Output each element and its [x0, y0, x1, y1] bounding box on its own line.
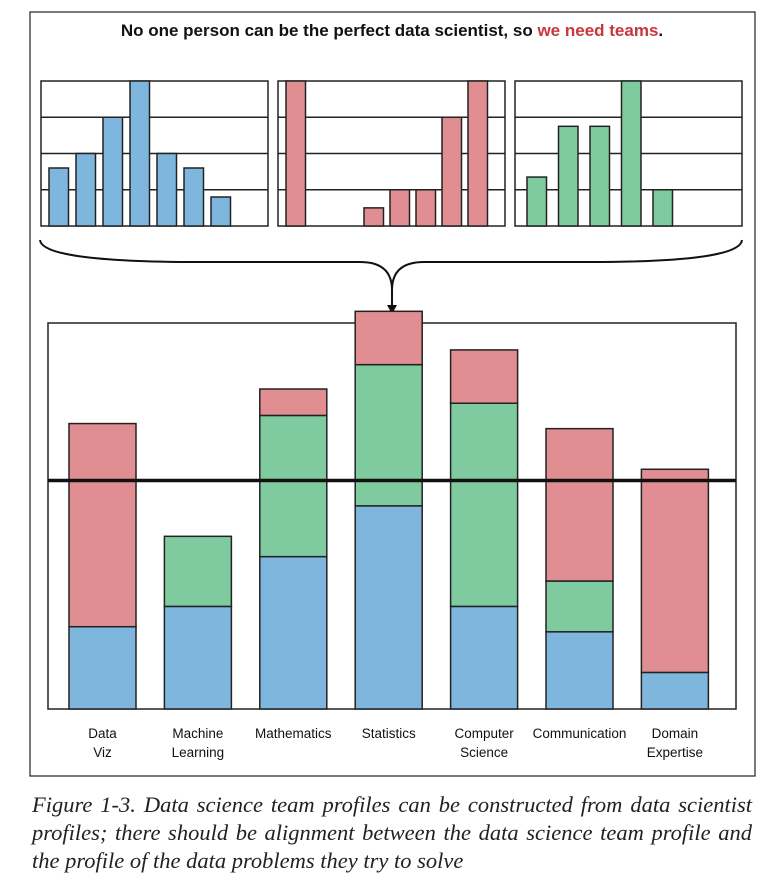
title-prefix: No one person can be the perfect data sc…: [121, 21, 538, 40]
profile-bar: [467, 80, 489, 227]
combine-brace: [39, 239, 743, 291]
team-bar-segment: [68, 422, 137, 628]
title-highlight: we need teams: [536, 21, 658, 40]
team-bar-segment: [354, 310, 423, 366]
category-label: Mathematics: [255, 726, 332, 741]
title-suffix: .: [658, 21, 663, 40]
figure-title: No one person can be the perfect data sc…: [121, 21, 663, 40]
team-bar-segment: [68, 625, 137, 710]
team-bar-segment: [545, 631, 614, 710]
category-label: Domain Expertise: [647, 726, 703, 760]
profile-bar: [557, 125, 579, 227]
profile-bar: [102, 116, 124, 227]
profile-bar: [652, 189, 674, 227]
team-bar-segment: [449, 605, 519, 710]
team-bar-segment: [259, 388, 328, 417]
profile-bar: [363, 207, 385, 227]
team-bar-segment: [259, 414, 328, 558]
team-profile-panel: Data Viz Machine Learning Mathematics Statist…: [47, 310, 737, 760]
figure-caption: Figure 1-3. Data science team profiles c…: [32, 792, 752, 873]
profile-bar: [183, 167, 205, 227]
category-label: Computer Science: [454, 726, 514, 760]
profile-bar: [441, 116, 463, 227]
team-bar-segment: [640, 671, 710, 710]
category-label: Machine Learning: [172, 726, 225, 760]
profile-bar: [620, 80, 642, 227]
category-label: Data Viz: [88, 726, 117, 760]
team-bar-segment: [449, 402, 519, 608]
profile-bar: [210, 196, 232, 227]
profile-bar: [48, 167, 70, 227]
combine-arrow-head: [387, 305, 397, 314]
team-bar-segment: [163, 535, 233, 608]
profile-bar: [389, 189, 411, 227]
team-bar-segment: [640, 468, 710, 674]
profile-bar: [589, 125, 611, 227]
profile-bar: [75, 152, 97, 227]
profile-bar: [285, 80, 307, 227]
team-bar-segment: [354, 363, 423, 507]
team-bar-segment: [259, 555, 328, 710]
team-bar-segment: [163, 605, 233, 710]
team-bar-segment: [545, 580, 614, 633]
profile-panel-2: [277, 80, 506, 227]
profile-bar: [415, 189, 437, 227]
profile-panel-3: [514, 80, 743, 227]
profile-bar: [129, 80, 151, 227]
category-label: Communication: [533, 726, 627, 741]
category-label: Statistics: [362, 726, 416, 741]
team-bar-segment: [354, 505, 423, 710]
profile-panel-1: [40, 80, 269, 227]
profile-bar: [156, 152, 178, 227]
team-bar-segment: [545, 427, 614, 582]
team-bar-segment: [449, 349, 519, 404]
profile-bar: [526, 176, 548, 227]
